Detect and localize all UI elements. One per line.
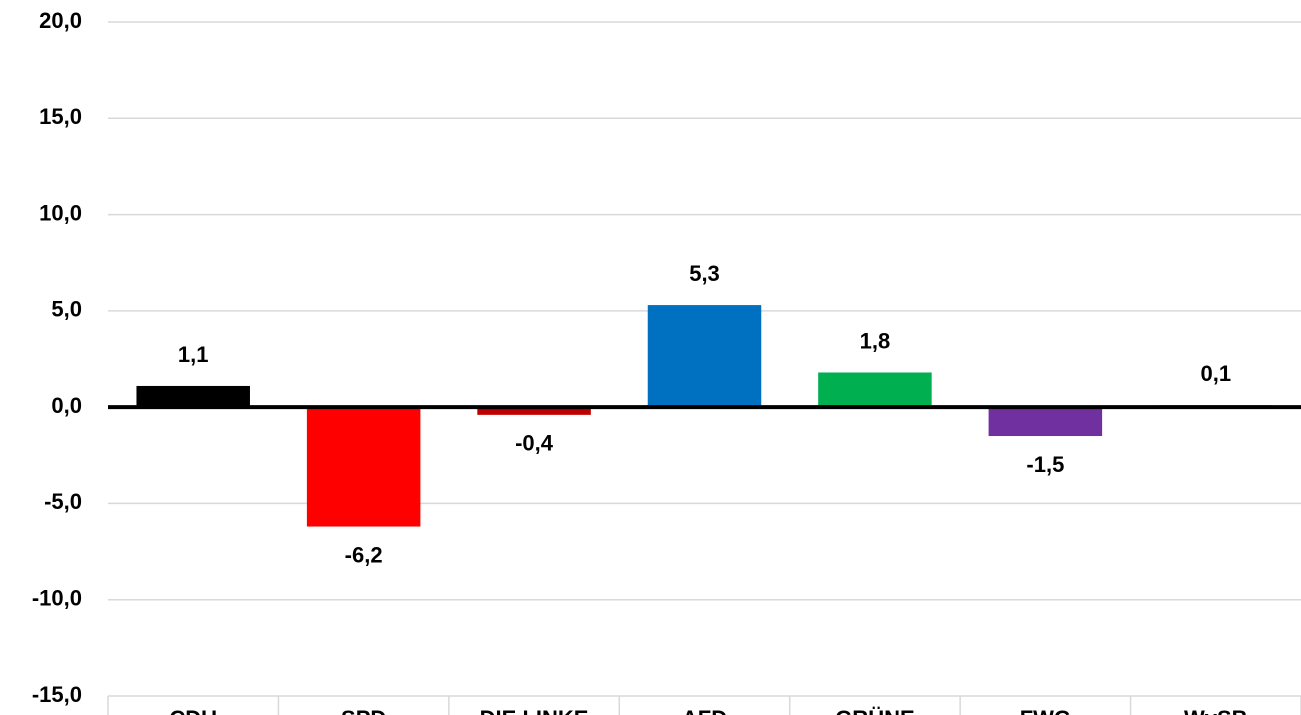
y-tick-label: -5,0	[44, 489, 82, 514]
data-label: 1,8	[860, 328, 891, 353]
x-tick-label: FWG	[1020, 706, 1071, 715]
y-tick-label: 20,0	[39, 8, 82, 33]
y-tick-label: 15,0	[39, 104, 82, 129]
y-tick-label: -15,0	[32, 682, 82, 707]
bar	[818, 372, 932, 408]
bar	[988, 407, 1103, 437]
bar	[306, 407, 421, 527]
bar	[477, 407, 591, 415]
data-label: -0,4	[515, 431, 554, 456]
y-tick-label: 0,0	[51, 393, 82, 418]
data-label: -1,5	[1026, 452, 1064, 477]
y-tick-label: 10,0	[39, 200, 82, 225]
data-label: 0,1	[1200, 361, 1231, 386]
data-label: 5,3	[689, 261, 720, 286]
data-label: -6,2	[345, 542, 383, 567]
bar	[136, 385, 250, 408]
x-tick-label: WvSB	[1184, 706, 1248, 715]
x-tick-label: CDU	[169, 706, 217, 715]
y-tick-label: -10,0	[32, 586, 82, 611]
x-tick-label: DIE LINKE	[480, 706, 589, 715]
x-tick-label: GRÜNE	[835, 706, 914, 715]
bar	[647, 305, 762, 408]
y-tick-label: 5,0	[51, 297, 82, 322]
x-tick-label: AFD	[682, 706, 727, 715]
data-label: 1,1	[178, 342, 209, 367]
x-tick-label: SPD	[341, 706, 386, 715]
